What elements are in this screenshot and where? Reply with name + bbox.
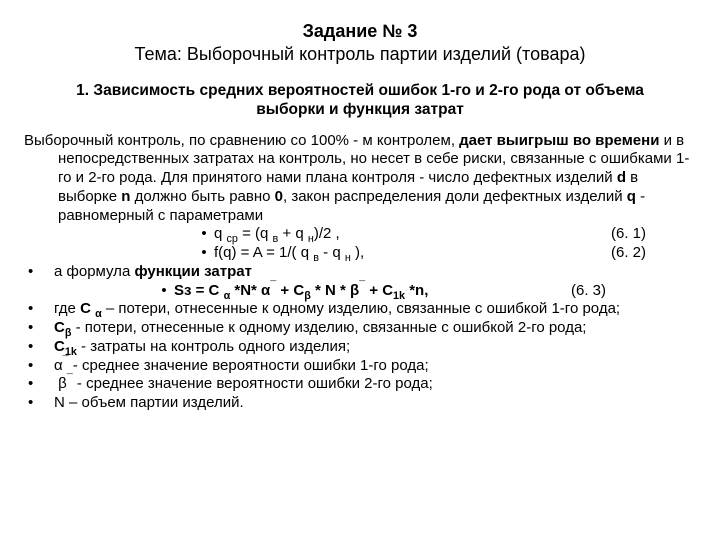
equation-1-number: (6. 1)	[611, 225, 696, 244]
sym: C α	[80, 300, 102, 317]
func-line: а формула функции затрат	[54, 263, 696, 282]
definition-6-text: N – объем партии изделий.	[54, 394, 696, 413]
sym: Cβ	[54, 319, 71, 336]
equation-2-row: • f(q) = A = 1/( q в - q н ), (6. 2)	[24, 244, 696, 263]
sym: C1k	[54, 338, 77, 355]
definition-2-text: Cβ - потери, отнесенные к одному изделию…	[54, 319, 696, 338]
definition-5-text: β¯ - среднее значение вероятности ошибки…	[54, 375, 696, 394]
equation-1-row: • q ср = (q в + q н)/2 , (6. 1)	[24, 225, 696, 244]
bullet-icon: •	[24, 300, 54, 319]
txt: – объем партии изделий.	[65, 394, 244, 411]
para-d: d	[617, 169, 626, 186]
para-q: q	[627, 188, 636, 205]
definition-3-text: C1k - затраты на контроль одного изделия…	[54, 338, 696, 357]
para-mid-4: , закон распределения доли дефектных изд…	[283, 188, 627, 205]
definition-4: • α¯ - среднее значение вероятности ошиб…	[24, 357, 696, 376]
txt: – потери, отнесенные к одному изделию, с…	[102, 300, 620, 317]
equation-2: f(q) = A = 1/( q в - q н ),	[214, 244, 364, 263]
bullet-icon: •	[24, 357, 54, 376]
definition-2: • Cβ - потери, отнесенные к одному издел…	[24, 319, 696, 338]
bullet-icon: •	[154, 282, 174, 301]
body-content: Выборочный контроль, по сравнению со 100…	[24, 132, 696, 413]
definition-4-text: α¯ - среднее значение вероятности ошибки…	[54, 357, 696, 376]
equation-2-number: (6. 2)	[611, 244, 696, 263]
equation-3-number: (6. 3)	[571, 282, 696, 301]
document-page: Задание № 3 Тема: Выборочный контроль па…	[0, 0, 720, 540]
definition-6: • N – объем партии изделий.	[24, 394, 696, 413]
bullet-icon: •	[24, 338, 54, 357]
func-line-text: а формула	[54, 263, 134, 280]
txt: - потери, отнесенные к одному изделию, с…	[71, 319, 586, 336]
para-bold-1: дает выигрыш во времени	[459, 132, 659, 149]
equation-3-row: • Sз = C α *N* α¯ + Cβ * N * β¯ + C1k *n…	[24, 282, 696, 301]
definition-1: • где C α – потери, отнесенные к одному …	[24, 300, 696, 319]
para-zero: 0	[275, 188, 283, 205]
equation-3: Sз = C α *N* α¯ + Cβ * N * β¯ + C1k *n,	[174, 282, 428, 301]
func-line-bold: функции затрат	[134, 263, 251, 280]
sym: α¯	[54, 357, 69, 374]
bullet-icon: •	[24, 375, 54, 394]
txt: - затраты на контроль одного изделия;	[77, 338, 350, 355]
title-line-1: Задание № 3	[24, 20, 696, 43]
txt: - среднее значение вероятности ошибки 1-…	[69, 357, 429, 374]
bullet-icon: •	[194, 244, 214, 263]
definition-5: • β¯ - среднее значение вероятности ошиб…	[24, 375, 696, 394]
txt: - среднее значение вероятности ошибки 2-…	[73, 375, 433, 392]
txt: где	[54, 300, 80, 317]
main-paragraph: Выборочный контроль, по сравнению со 100…	[24, 132, 696, 226]
para-mid-3: должно быть равно	[130, 188, 274, 205]
bullet-icon: •	[24, 319, 54, 338]
sym: N	[54, 394, 65, 411]
definition-1-text: где C α – потери, отнесенные к одному из…	[54, 300, 696, 319]
bullet-icon: •	[24, 263, 54, 282]
section-heading: 1. Зависимость средних вероятностей ошиб…	[54, 81, 666, 120]
bullet-icon: •	[194, 225, 214, 244]
equation-1: q ср = (q в + q н)/2 ,	[214, 225, 340, 244]
title-line-2: Тема: Выборочный контроль партии изделий…	[24, 43, 696, 66]
bullet-icon: •	[24, 394, 54, 413]
definition-3: • C1k - затраты на контроль одного издел…	[24, 338, 696, 357]
para-lead: Выборочный контроль, по сравнению со 100…	[24, 132, 459, 149]
sym: β¯	[54, 375, 73, 392]
